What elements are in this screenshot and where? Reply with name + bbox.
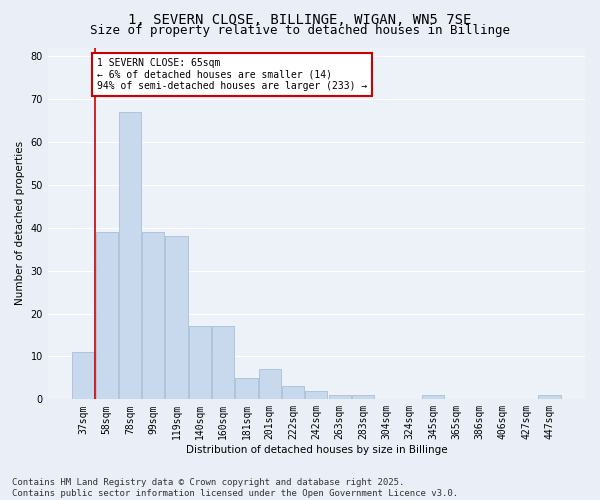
Text: 1 SEVERN CLOSE: 65sqm
← 6% of detached houses are smaller (14)
94% of semi-detac: 1 SEVERN CLOSE: 65sqm ← 6% of detached h…	[97, 58, 368, 92]
Text: Contains HM Land Registry data © Crown copyright and database right 2025.
Contai: Contains HM Land Registry data © Crown c…	[12, 478, 458, 498]
Bar	[259, 370, 281, 400]
Bar	[119, 112, 141, 400]
Bar	[95, 232, 118, 400]
Y-axis label: Number of detached properties: Number of detached properties	[15, 142, 25, 306]
X-axis label: Distribution of detached houses by size in Billinge: Distribution of detached houses by size …	[185, 445, 447, 455]
Bar	[329, 395, 351, 400]
Bar	[212, 326, 234, 400]
Text: 1, SEVERN CLOSE, BILLINGE, WIGAN, WN5 7SE: 1, SEVERN CLOSE, BILLINGE, WIGAN, WN5 7S…	[128, 12, 472, 26]
Bar	[235, 378, 257, 400]
Text: Size of property relative to detached houses in Billinge: Size of property relative to detached ho…	[90, 24, 510, 37]
Bar	[305, 391, 328, 400]
Bar	[142, 232, 164, 400]
Bar	[422, 395, 444, 400]
Bar	[189, 326, 211, 400]
Bar	[352, 395, 374, 400]
Bar	[538, 395, 560, 400]
Bar	[166, 236, 188, 400]
Bar	[72, 352, 94, 400]
Bar	[282, 386, 304, 400]
